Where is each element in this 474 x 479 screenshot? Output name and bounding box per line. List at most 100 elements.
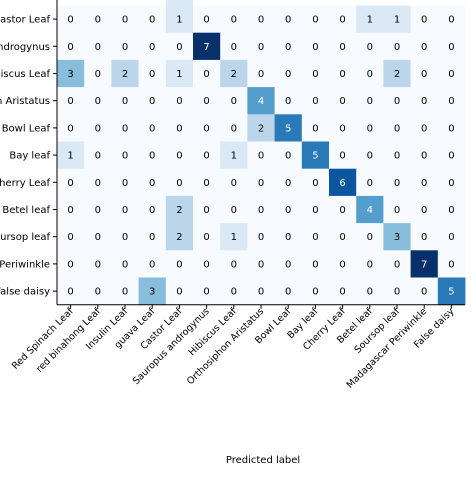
cell-value: 4 [367,205,373,216]
heatmap-cell [410,87,439,115]
heatmap-cell [410,59,439,88]
heatmap-cell [165,5,194,34]
cell-value: 1 [394,15,400,26]
cell-value: 0 [176,96,182,107]
cell-value: 0 [67,42,73,53]
cell-value: 0 [67,287,73,298]
cell-value: 0 [394,123,400,134]
heatmap-cell [111,114,139,142]
cell-value: 0 [312,15,318,26]
heatmap-cell [138,59,167,88]
heatmap-cell [84,32,112,61]
cell-value: 3 [149,287,155,298]
y-tick-label: Castor Leaf [0,15,50,26]
heatmap-cell [193,168,221,197]
heatmap-cells [57,5,466,306]
heatmap-cell [301,250,330,278]
cell-value: 0 [149,123,155,134]
cell-value: 0 [149,232,155,243]
clipped-top-row [165,0,193,6]
heatmap-cell [383,168,411,197]
heatmap-cell [138,250,167,278]
heatmap-cell [138,114,167,142]
heatmap-cell [301,32,330,61]
heatmap-cell [138,32,167,61]
cell-value: 0 [203,123,209,134]
heatmap-cell [57,87,85,115]
heatmap-cell [138,168,167,197]
cell-value: 0 [339,232,345,243]
cell-value: 0 [67,232,73,243]
cell-value: 0 [258,69,264,80]
heatmap-cell [247,114,275,142]
cell-value: 0 [339,69,345,80]
heatmap-cell [274,5,303,34]
cell-value: 0 [122,151,128,162]
cell-value: 0 [122,205,128,216]
heatmap-cell [111,87,139,115]
cell-value: 0 [285,69,291,80]
cell-value: 0 [285,15,291,26]
cell-value: 1 [176,69,182,80]
heatmap-cell [193,277,221,306]
heatmap-cell [356,32,384,61]
heatmap-cell [165,87,194,115]
cell-value: 0 [258,232,264,243]
heatmap-cell [301,114,330,142]
cell-value: 0 [122,232,128,243]
cell-value: 0 [394,178,400,189]
heatmap-cell [247,87,275,115]
heatmap-cell [138,223,167,251]
heatmap-cell [383,5,411,34]
heatmap-cell [247,223,275,251]
heatmap-cell [111,59,139,88]
heatmap-cell [437,195,466,224]
cell-value: 0 [448,259,454,270]
cell-value: 0 [448,15,454,26]
cell-value: 0 [339,15,345,26]
heatmap-cell [274,195,303,224]
cell-value: 0 [367,123,373,134]
heatmap-cell [329,168,357,197]
cell-value: 0 [258,178,264,189]
cell-value: 0 [394,42,400,53]
heatmap-cell [301,141,330,170]
heatmap-cell [165,114,194,142]
heatmap-cell [193,223,221,251]
cell-value: 0 [95,232,101,243]
heatmap-cell [383,32,411,61]
heatmap-cell [193,59,221,88]
heatmap-cell [220,250,248,278]
cell-value: 0 [339,259,345,270]
heatmap-cell [111,5,139,34]
heatmap-cell [329,195,357,224]
heatmap-cell [111,223,139,251]
heatmap-cell [57,59,85,88]
cell-value: 0 [258,205,264,216]
cell-value: 0 [421,287,427,298]
cell-value: 0 [122,259,128,270]
y-tick-label: Periwinkle [0,259,50,270]
heatmap-cell [84,5,112,34]
cell-value: 0 [312,287,318,298]
cell-value: 0 [149,205,155,216]
cell-value: 5 [312,151,318,162]
cell-value: 0 [312,123,318,134]
heatmap-cell [383,277,411,306]
heatmap-cell [165,250,194,278]
cell-value: 0 [339,287,345,298]
heatmap-cell [301,223,330,251]
heatmap-cell [410,32,439,61]
cell-value: 0 [312,96,318,107]
heatmap-cell [356,277,384,306]
heatmap-cell [329,59,357,88]
heatmap-cell [410,5,439,34]
cell-value: 0 [312,178,318,189]
heatmap-cell [193,141,221,170]
heatmap-cell [356,87,384,115]
cell-value: 1 [367,15,373,26]
cell-value: 0 [203,178,209,189]
y-tick-label: False daisy [0,287,50,298]
heatmap-cell [383,141,411,170]
heatmap-cell [383,59,411,88]
